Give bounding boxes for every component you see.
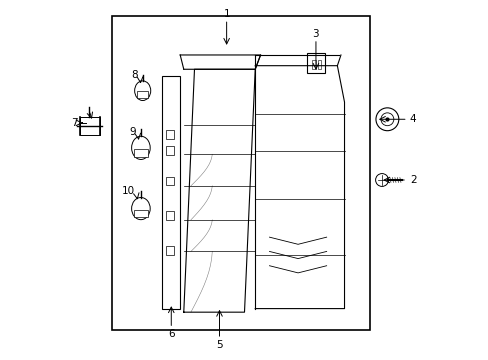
Bar: [137, 91, 148, 98]
Bar: [134, 210, 147, 217]
Ellipse shape: [134, 81, 150, 100]
Circle shape: [380, 113, 393, 126]
Bar: [165, 147, 173, 155]
Bar: [162, 76, 180, 309]
Bar: [317, 60, 321, 68]
Text: 3: 3: [312, 28, 319, 39]
Circle shape: [375, 108, 398, 131]
Text: 7: 7: [71, 118, 78, 128]
Bar: [165, 211, 173, 220]
Bar: [134, 149, 147, 157]
Bar: [80, 117, 100, 135]
Text: 2: 2: [409, 175, 416, 185]
Ellipse shape: [131, 198, 150, 220]
Text: 9: 9: [129, 127, 136, 137]
Bar: [165, 177, 173, 185]
Text: 5: 5: [216, 340, 223, 350]
Bar: [312, 60, 315, 68]
Bar: [112, 16, 369, 330]
Circle shape: [375, 174, 387, 186]
Text: 8: 8: [131, 69, 138, 80]
Text: 4: 4: [409, 114, 416, 124]
Text: 1: 1: [223, 9, 229, 19]
Ellipse shape: [131, 136, 150, 159]
Bar: [165, 246, 173, 255]
Text: 6: 6: [167, 329, 174, 339]
Text: 10: 10: [122, 186, 135, 197]
Bar: [306, 53, 324, 73]
Bar: [165, 130, 173, 139]
